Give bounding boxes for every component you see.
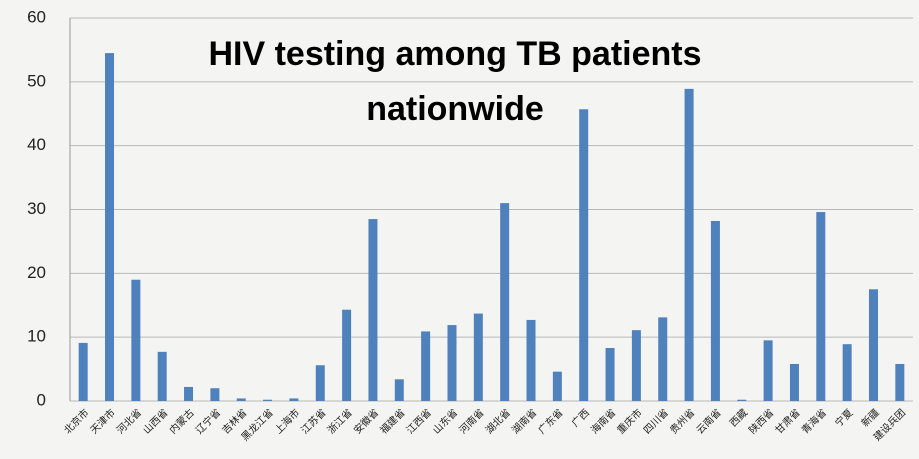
- bar: [605, 348, 615, 401]
- chart-title: HIV testing among TB patients: [208, 35, 701, 73]
- bar: [236, 398, 246, 401]
- bar: [500, 203, 510, 401]
- bar: [552, 371, 562, 401]
- y-tick-label: 0: [37, 390, 46, 409]
- bar: [421, 331, 431, 401]
- bar: [289, 398, 299, 401]
- chart-title: nationwide: [366, 90, 544, 128]
- bar: [658, 317, 668, 401]
- y-tick-label: 50: [27, 71, 46, 90]
- bar: [579, 109, 589, 401]
- bar: [895, 363, 905, 401]
- bar: [342, 309, 352, 401]
- bar: [447, 325, 457, 401]
- y-tick-label: 20: [27, 263, 46, 282]
- bar: [105, 53, 115, 401]
- bar: [368, 219, 378, 401]
- y-tick-label: 30: [27, 199, 46, 218]
- bar: [210, 388, 220, 401]
- bar: [631, 330, 641, 401]
- y-tick-label: 60: [27, 7, 46, 26]
- y-tick-label: 10: [27, 327, 46, 346]
- bar: [473, 313, 483, 401]
- bar: [394, 379, 404, 401]
- bar: [789, 363, 799, 401]
- bar: [737, 399, 747, 401]
- bar: [157, 351, 167, 401]
- bar: [78, 342, 88, 401]
- bar: [263, 399, 273, 401]
- bar: [710, 220, 720, 401]
- bar: [842, 344, 852, 401]
- bar: [868, 289, 878, 401]
- bar: [684, 88, 694, 401]
- y-tick-label: 40: [27, 135, 46, 154]
- bar: [763, 340, 773, 401]
- bar: [526, 319, 536, 401]
- bar: [184, 386, 194, 401]
- bar: [816, 212, 826, 401]
- bar: [131, 279, 141, 401]
- bar: [315, 365, 325, 401]
